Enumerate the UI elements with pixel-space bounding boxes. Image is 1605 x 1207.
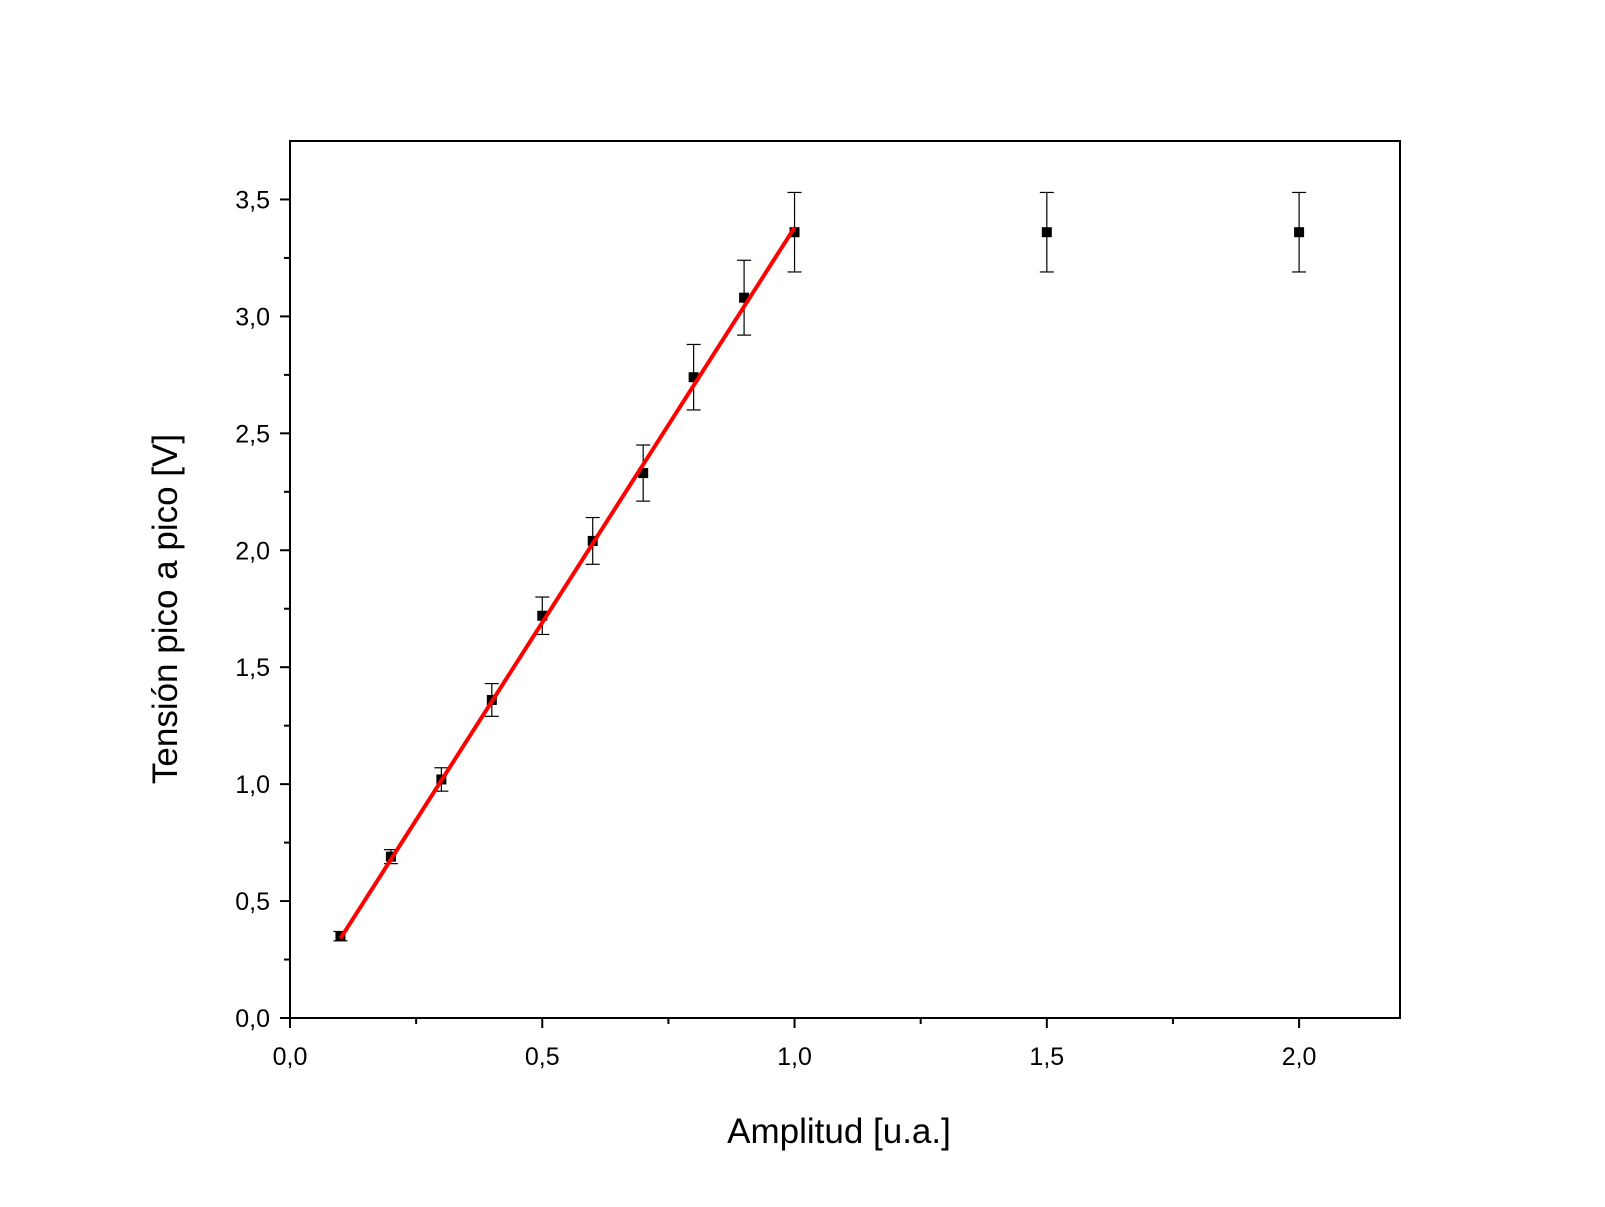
x-tick-label: 1,5 bbox=[1029, 1043, 1064, 1071]
y-axis-title: Tensión pico a pico [V] bbox=[146, 434, 185, 784]
y-tick-label: 1,0 bbox=[235, 771, 270, 799]
data-point bbox=[739, 292, 750, 303]
x-tick-label: 0,0 bbox=[273, 1043, 308, 1071]
plot-frame bbox=[289, 140, 1401, 1019]
y-tick-label: 2,0 bbox=[235, 537, 270, 565]
y-tick-label: 2,5 bbox=[235, 420, 270, 448]
y-tick-label: 0,0 bbox=[235, 1005, 270, 1033]
x-axis-title: Amplitud [u.a.] bbox=[727, 1112, 951, 1151]
y-tick-label: 0,5 bbox=[235, 888, 270, 916]
y-tick-label: 3,5 bbox=[235, 186, 270, 214]
data-point bbox=[789, 227, 800, 238]
data-point bbox=[1294, 227, 1305, 238]
y-tick-label: 1,5 bbox=[235, 654, 270, 682]
x-tick-label: 2,0 bbox=[1282, 1043, 1317, 1071]
data-point bbox=[1041, 227, 1052, 238]
x-tick-label: 1,0 bbox=[777, 1043, 812, 1071]
plot-area bbox=[333, 191, 1307, 942]
data-point bbox=[638, 468, 649, 479]
data-point bbox=[537, 610, 548, 621]
x-tick-label: 0,5 bbox=[525, 1043, 560, 1071]
y-tick-label: 3,0 bbox=[235, 303, 270, 331]
axes: 0,0 0,5 1,0 1,5 2,0 0,0 0,5 1,0 1,5 2,0 2,5 3,0 3,5 bbox=[235, 140, 1401, 1071]
data-point bbox=[688, 372, 699, 383]
fit-line bbox=[338, 226, 797, 940]
